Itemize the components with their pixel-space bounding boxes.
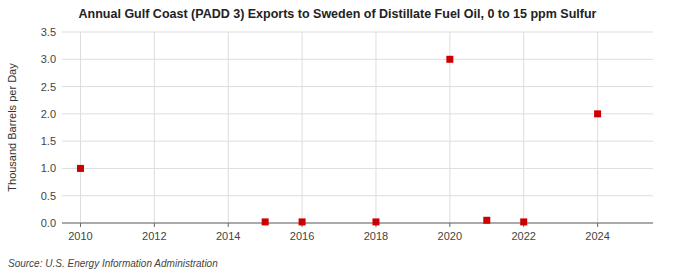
point <box>520 218 527 225</box>
y-tick-label: 1.5 <box>41 135 56 147</box>
y-tick-label: 2.5 <box>41 81 56 93</box>
x-tick-label: 2018 <box>364 230 388 242</box>
grid-line <box>154 32 155 223</box>
x-tick <box>597 223 598 227</box>
grid <box>62 32 653 223</box>
points <box>77 56 601 226</box>
x-tick-label: 2010 <box>68 230 92 242</box>
x-tick-label: 2024 <box>585 230 609 242</box>
y-tick-label: 0.0 <box>41 217 56 229</box>
chart-container: Annual Gulf Coast (PADD 3) Exports to Sw… <box>0 0 675 275</box>
y-tick-label: 3.0 <box>41 53 56 65</box>
x-tick-label: 2012 <box>142 230 166 242</box>
x-tick <box>80 223 81 227</box>
grid-line <box>302 32 303 223</box>
grid-line <box>375 32 376 223</box>
point <box>77 165 84 172</box>
grid-line <box>228 32 229 223</box>
grid-line <box>62 195 653 196</box>
grid-line <box>62 59 653 60</box>
grid-line <box>80 32 81 223</box>
title: Annual Gulf Coast (PADD 3) Exports to Sw… <box>79 7 597 21</box>
grid-line <box>523 32 524 223</box>
point <box>594 110 601 117</box>
point <box>483 217 490 224</box>
chart: Annual Gulf Coast (PADD 3) Exports to Sw… <box>0 0 675 275</box>
x-tick-label: 2022 <box>511 230 535 242</box>
x-tick <box>228 223 229 227</box>
grid-line <box>62 141 653 142</box>
point <box>446 56 453 63</box>
x-tick-label: 2016 <box>290 230 314 242</box>
x-tick <box>154 223 155 227</box>
y-tick-label: 0.5 <box>41 190 56 202</box>
x-axis-line <box>62 223 653 224</box>
source-note: Source: U.S. Energy Information Administ… <box>8 258 218 269</box>
grid-line <box>62 223 653 224</box>
x-tick <box>449 223 450 227</box>
point <box>299 218 306 225</box>
y-axis-label: Thousand Barrels per Day <box>6 63 18 192</box>
point <box>262 218 269 225</box>
y-tick-label: 1.0 <box>41 162 56 174</box>
grid-line <box>62 86 653 87</box>
x-tick-label: 2014 <box>216 230 240 242</box>
point <box>372 218 379 225</box>
grid-line <box>597 32 598 223</box>
y-tick-label: 3.5 <box>41 26 56 38</box>
grid-line <box>62 168 653 169</box>
x-tick-label: 2020 <box>438 230 462 242</box>
grid-line <box>62 113 653 114</box>
y-tick-label: 2.0 <box>41 108 56 120</box>
grid-line <box>62 32 653 33</box>
